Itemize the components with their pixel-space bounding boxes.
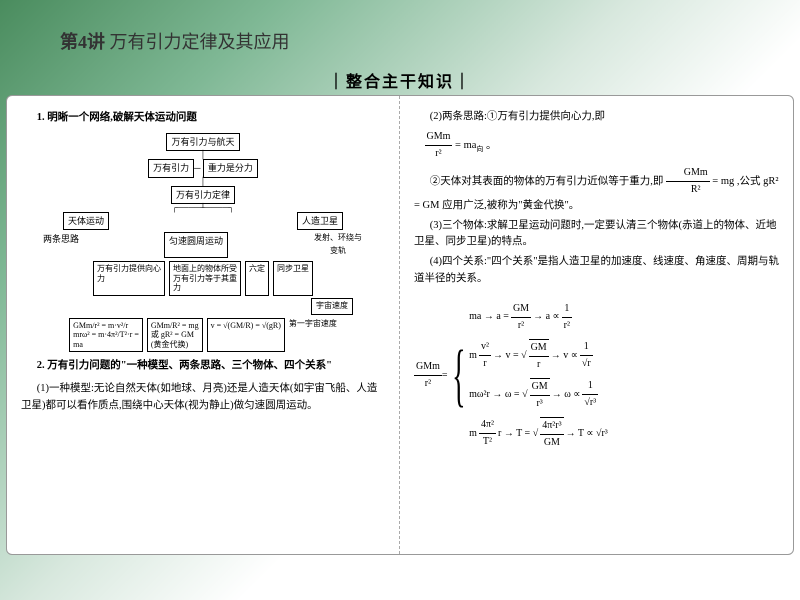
- flowchart: 万有引力与航天 │ 万有引力─ 重力是分力 │ 万有引力定律 ┌────┴───…: [33, 133, 373, 353]
- right-column: (2)两条思路:①万有引力提供向心力,即 GMmr² = ma向 。 ②天体对其…: [400, 96, 793, 554]
- flow-formula-a: GMm/r² = m·v²/r mrω² = m·4π²/T²·r = ma: [69, 318, 143, 353]
- flow-formula-c: v = √(GM/R) = √(gR): [207, 318, 285, 353]
- sys-line-2: mv²r → v = √GMr → v ∝ 1√r: [469, 339, 608, 373]
- heading-1: 1. 明晰一个网络,破解天体运动问题: [21, 110, 385, 127]
- connector: ┌────┴────┐: [33, 205, 373, 211]
- flow-formula-b: GMm/R² = mg 或 gR² = GM (黄金代换): [147, 318, 203, 353]
- left-column: 1. 明晰一个网络,破解天体运动问题 万有引力与航天 │ 万有引力─ 重力是分力…: [7, 96, 400, 554]
- content-box: 1. 明晰一个网络,破解天体运动问题 万有引力与航天 │ 万有引力─ 重力是分力…: [6, 95, 794, 555]
- equation-system: GMmr² = { ma → a = GMr² → a ∝ 1r² mv²r →…: [414, 296, 779, 456]
- flow-r6b: 地面上的物体所受万有引力等于其重力: [169, 261, 241, 296]
- flow-r5a: 两条思路: [43, 232, 79, 258]
- flow-r6c: 六定: [245, 261, 269, 296]
- brace-icon: {: [452, 341, 465, 411]
- connector: │: [33, 179, 373, 185]
- flow-r4b: 人造卫星: [297, 212, 343, 230]
- connector: │: [33, 152, 373, 158]
- para-4: (4)四个关系:"四个关系"是指人造卫星的加速度、线速度、角速度、周期与轨道半径…: [414, 254, 779, 288]
- flow-r7a: 宇宙速度: [311, 298, 353, 315]
- para-2b: ②天体对其表面的物体的万有引力近似等于重力,即 GMmR² = mg ,公式 g…: [414, 165, 779, 215]
- sys-line-4: m4π²T²r → T = √4π²r³GM → T ∝ √r³: [469, 417, 608, 451]
- flow-r2a: 万有引力: [148, 159, 194, 177]
- page-title: 第4讲 万有引力定律及其应用: [0, 0, 800, 54]
- title-main: 万有引力定律及其应用: [110, 32, 290, 52]
- title-prefix: 第4讲: [60, 32, 105, 52]
- equals: =: [442, 368, 448, 384]
- flow-r2b: 重力是分力: [203, 159, 258, 177]
- flow-r6a: 万有引力提供向心力: [93, 261, 165, 296]
- heading-2: 2. 万有引力问题的"一种模型、两条思路、三个物体、四个关系": [21, 358, 385, 375]
- para-3: (3)三个物体:求解卫星运动问题时,一定要认清三个物体(赤道上的物体、近地卫星、…: [414, 218, 779, 252]
- flow-r4a: 天体运动: [63, 212, 109, 230]
- para-2a: (2)两条思路:①万有引力提供向心力,即: [414, 109, 779, 126]
- flow-r7b: 第一宇宙速度: [289, 318, 337, 353]
- flow-r5b: 匀速圆周运动: [164, 232, 228, 258]
- flow-root: 万有引力与航天: [166, 133, 239, 151]
- flow-r5c: 发射、环绕与变轨: [313, 232, 363, 258]
- formula-2a: GMmr² = ma向 。: [425, 129, 780, 162]
- section-banner: ｜整合主干知识｜: [0, 68, 800, 92]
- sys-line-1: ma → a = GMr² → a ∝ 1r²: [469, 301, 608, 334]
- sys-lines: ma → a = GMr² → a ∝ 1r² mv²r → v = √GMr …: [469, 296, 608, 456]
- para-1: (1)一种模型:无论自然天体(如地球、月亮)还是人造天体(如宇宙飞船、人造卫星)…: [21, 381, 385, 415]
- flow-r3: 万有引力定律: [171, 186, 235, 204]
- sys-line-3: mω²r → ω = √GMr³ → ω ∝ 1√r³: [469, 378, 608, 412]
- sys-lhs: GMmr²: [414, 359, 442, 392]
- flow-r6d: 同步卫星: [273, 261, 313, 296]
